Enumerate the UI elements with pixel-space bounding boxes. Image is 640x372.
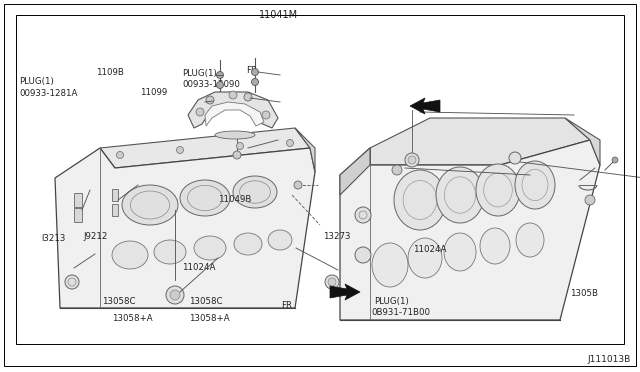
Text: 13058+A: 13058+A xyxy=(112,314,152,323)
Ellipse shape xyxy=(444,233,476,271)
Ellipse shape xyxy=(234,233,262,255)
Circle shape xyxy=(262,111,270,119)
Text: 1109B: 1109B xyxy=(96,68,124,77)
Ellipse shape xyxy=(233,176,277,208)
Circle shape xyxy=(509,152,521,164)
Circle shape xyxy=(585,195,595,205)
Text: 11041M: 11041M xyxy=(259,10,298,20)
Ellipse shape xyxy=(394,170,446,230)
Ellipse shape xyxy=(215,131,255,139)
Ellipse shape xyxy=(112,241,148,269)
Circle shape xyxy=(294,181,302,189)
Text: PLUG(1): PLUG(1) xyxy=(182,69,217,78)
Polygon shape xyxy=(188,92,278,128)
Bar xyxy=(112,204,118,216)
Ellipse shape xyxy=(516,223,544,257)
Text: 11024A: 11024A xyxy=(413,245,446,254)
Circle shape xyxy=(216,71,223,78)
Circle shape xyxy=(405,153,419,167)
Circle shape xyxy=(252,78,259,86)
Text: J9212: J9212 xyxy=(83,232,108,241)
Text: 13058+A: 13058+A xyxy=(189,314,229,323)
Polygon shape xyxy=(205,102,264,126)
Polygon shape xyxy=(100,128,310,168)
Circle shape xyxy=(244,93,252,101)
Circle shape xyxy=(612,157,618,163)
Circle shape xyxy=(166,286,184,304)
Ellipse shape xyxy=(180,180,230,216)
Text: 0B931-71B00: 0B931-71B00 xyxy=(371,308,430,317)
Text: 11024A: 11024A xyxy=(182,263,216,272)
Text: 13273: 13273 xyxy=(323,232,351,241)
Text: 00933-1281A: 00933-1281A xyxy=(19,89,77,97)
Polygon shape xyxy=(295,128,315,172)
Ellipse shape xyxy=(408,238,442,278)
Circle shape xyxy=(196,108,204,116)
Circle shape xyxy=(65,275,79,289)
Polygon shape xyxy=(370,118,590,165)
Circle shape xyxy=(233,151,241,159)
Text: l3213: l3213 xyxy=(42,234,66,243)
Text: PLUG(1): PLUG(1) xyxy=(374,297,408,306)
Text: FR: FR xyxy=(246,66,257,75)
Polygon shape xyxy=(340,148,370,195)
Ellipse shape xyxy=(515,161,555,209)
Circle shape xyxy=(237,142,243,150)
Circle shape xyxy=(229,91,237,99)
Circle shape xyxy=(328,278,336,286)
Circle shape xyxy=(408,156,416,164)
Bar xyxy=(16,15,624,344)
Bar xyxy=(74,193,82,207)
Circle shape xyxy=(206,96,214,104)
Ellipse shape xyxy=(476,164,520,216)
Polygon shape xyxy=(565,118,600,165)
Text: J111013B: J111013B xyxy=(587,355,630,364)
Circle shape xyxy=(355,247,371,263)
Ellipse shape xyxy=(122,185,178,225)
Text: 11099: 11099 xyxy=(140,88,167,97)
Circle shape xyxy=(170,290,180,300)
Polygon shape xyxy=(330,284,360,300)
Polygon shape xyxy=(340,140,600,320)
Text: 1305B: 1305B xyxy=(570,289,598,298)
Text: 11049B: 11049B xyxy=(218,195,251,203)
Circle shape xyxy=(325,275,339,289)
Ellipse shape xyxy=(194,236,226,260)
Text: FR: FR xyxy=(282,301,292,310)
Bar xyxy=(112,189,118,201)
Ellipse shape xyxy=(436,167,484,223)
Ellipse shape xyxy=(268,230,292,250)
Polygon shape xyxy=(410,98,440,114)
Circle shape xyxy=(355,207,371,223)
Circle shape xyxy=(177,147,184,154)
Text: 00933-13090: 00933-13090 xyxy=(182,80,240,89)
Circle shape xyxy=(392,165,402,175)
Circle shape xyxy=(116,151,124,158)
Circle shape xyxy=(287,140,294,147)
Bar xyxy=(74,208,82,222)
Text: 13058C: 13058C xyxy=(102,297,136,306)
Ellipse shape xyxy=(154,240,186,264)
Text: 13058C: 13058C xyxy=(189,297,222,306)
Circle shape xyxy=(252,68,259,76)
Text: PLUG(1): PLUG(1) xyxy=(19,77,54,86)
Polygon shape xyxy=(55,148,315,308)
Circle shape xyxy=(216,81,223,89)
Ellipse shape xyxy=(480,228,510,264)
Ellipse shape xyxy=(372,243,408,287)
